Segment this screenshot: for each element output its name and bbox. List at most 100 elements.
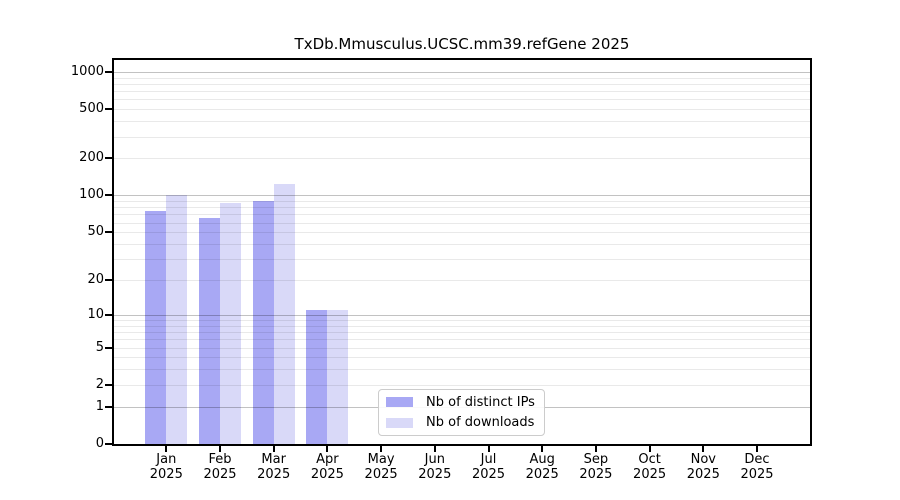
gridline-minor: [114, 83, 810, 85]
x-tick-mark: [165, 446, 168, 452]
y-tick-mark: [105, 313, 112, 316]
x-tick-month: Jun: [424, 452, 445, 467]
gridline-minor: [114, 332, 810, 334]
legend-label: Nb of distinct IPs: [426, 394, 535, 410]
legend: Nb of distinct IPs Nb of downloads: [378, 389, 545, 436]
x-tick-month: Oct: [638, 452, 661, 467]
y-tick-mark: [105, 194, 112, 197]
x-tick-month: Sep: [583, 452, 609, 467]
gridline-minor: [114, 339, 810, 341]
x-tick-label-may: May 2025: [351, 452, 411, 482]
x-tick-label-mar: Mar 2025: [244, 452, 304, 482]
gridline-minor: [114, 207, 810, 209]
bar-distinct-ips-apr: [306, 310, 328, 444]
gridline-minor: [114, 91, 810, 93]
gridline-minor: [114, 384, 810, 386]
x-tick-label-jul: Jul 2025: [459, 452, 519, 482]
gridline-minor: [114, 136, 810, 138]
bar-distinct-ips-mar: [252, 201, 274, 444]
gridline-major: [114, 314, 810, 316]
y-tick-label: 1: [95, 398, 104, 414]
gridline-major: [114, 195, 810, 197]
y-tick-mark: [105, 443, 112, 445]
y-tick-mark: [105, 231, 112, 234]
x-tick-label-aug: Aug 2025: [512, 452, 572, 482]
legend-swatch-distinct-ips: [386, 397, 413, 408]
y-tick-label: 5: [95, 339, 104, 355]
x-tick-mark: [541, 446, 544, 452]
gridline-minor: [114, 222, 810, 224]
x-tick-mark: [380, 446, 383, 452]
x-tick-mark: [272, 446, 275, 452]
x-tick-year: 2025: [525, 467, 559, 482]
y-tick-label: 20: [87, 272, 104, 288]
y-tick-label: 1000: [70, 63, 104, 79]
gridline-minor: [114, 259, 810, 261]
bar-downloads-jan: [166, 195, 188, 444]
x-tick-month: Dec: [744, 452, 770, 467]
x-tick-label-feb: Feb 2025: [190, 452, 250, 482]
x-tick-mark: [219, 446, 221, 452]
y-tick-label: 200: [79, 150, 104, 166]
legend-row: Nb of downloads: [386, 413, 536, 434]
x-tick-year: 2025: [364, 467, 398, 482]
gridline-minor: [114, 347, 810, 349]
x-tick-year: 2025: [740, 467, 774, 482]
x-tick-label-dec: Dec 2025: [727, 452, 787, 482]
y-tick-mark: [105, 405, 112, 408]
gridline-minor: [114, 201, 810, 203]
x-tick-label-sep: Sep 2025: [566, 452, 626, 482]
x-tick-year: 2025: [418, 467, 452, 482]
y-tick-label: 100: [79, 187, 104, 203]
x-tick-month: Mar: [261, 452, 286, 467]
gridline-minor: [114, 357, 810, 359]
gridline-minor: [114, 121, 810, 123]
legend-row: Nb of distinct IPs: [386, 392, 536, 413]
bar-downloads-apr: [327, 310, 349, 444]
chart-title: TxDb.Mmusculus.UCSC.mm39.refGene 2025: [294, 35, 630, 53]
legend-swatch-downloads: [386, 417, 413, 428]
x-tick-label-jun: Jun 2025: [405, 452, 465, 482]
x-tick-label-oct: Oct 2025: [620, 452, 680, 482]
gridline-minor: [114, 109, 810, 111]
gridline-minor: [114, 77, 810, 79]
y-tick-label: 500: [79, 101, 104, 117]
gridline-minor: [114, 232, 810, 234]
x-tick-year: 2025: [686, 467, 720, 482]
x-tick-year: 2025: [257, 467, 291, 482]
x-tick-month: Jul: [480, 452, 497, 467]
legend-label: Nb of downloads: [426, 415, 535, 431]
x-tick-month: May: [367, 452, 395, 467]
x-tick-label-jan: Jan 2025: [136, 452, 196, 482]
bar-distinct-ips-jan: [145, 210, 167, 444]
y-tick-mark: [105, 346, 112, 349]
y-tick-mark: [105, 383, 112, 386]
y-tick-label: 10: [87, 306, 104, 322]
bars-layer: [114, 60, 810, 444]
x-tick-label-nov: Nov 2025: [673, 452, 733, 482]
x-tick-year: 2025: [310, 467, 344, 482]
x-tick-year: 2025: [633, 467, 667, 482]
x-tick-month: Feb: [208, 452, 232, 467]
x-tick-month: Aug: [529, 452, 555, 467]
x-tick-year: 2025: [203, 467, 237, 482]
bar-distinct-ips-feb: [199, 217, 220, 444]
gridline-major: [114, 71, 810, 73]
gridline-minor: [114, 99, 810, 101]
x-tick-mark: [756, 446, 758, 452]
x-tick-mark: [487, 446, 490, 452]
gridline-minor: [114, 320, 810, 321]
bar-downloads-feb: [220, 202, 241, 444]
gridline-minor: [114, 369, 810, 371]
y-tick-mark: [105, 108, 112, 111]
y-tick-mark: [105, 279, 112, 282]
gridline-minor: [114, 280, 810, 282]
gridline-minor: [114, 244, 810, 245]
y-tick-label: 50: [87, 224, 104, 240]
x-tick-year: 2025: [471, 467, 506, 482]
x-tick-year: 2025: [579, 467, 613, 482]
x-tick-month: Nov: [690, 452, 716, 467]
x-tick-mark: [433, 446, 436, 452]
y-tick-mark: [105, 157, 112, 160]
